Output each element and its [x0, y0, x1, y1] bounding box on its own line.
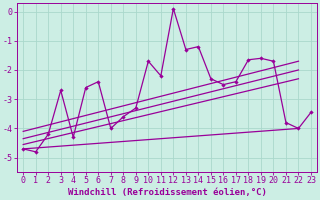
X-axis label: Windchill (Refroidissement éolien,°C): Windchill (Refroidissement éolien,°C) — [68, 188, 267, 197]
